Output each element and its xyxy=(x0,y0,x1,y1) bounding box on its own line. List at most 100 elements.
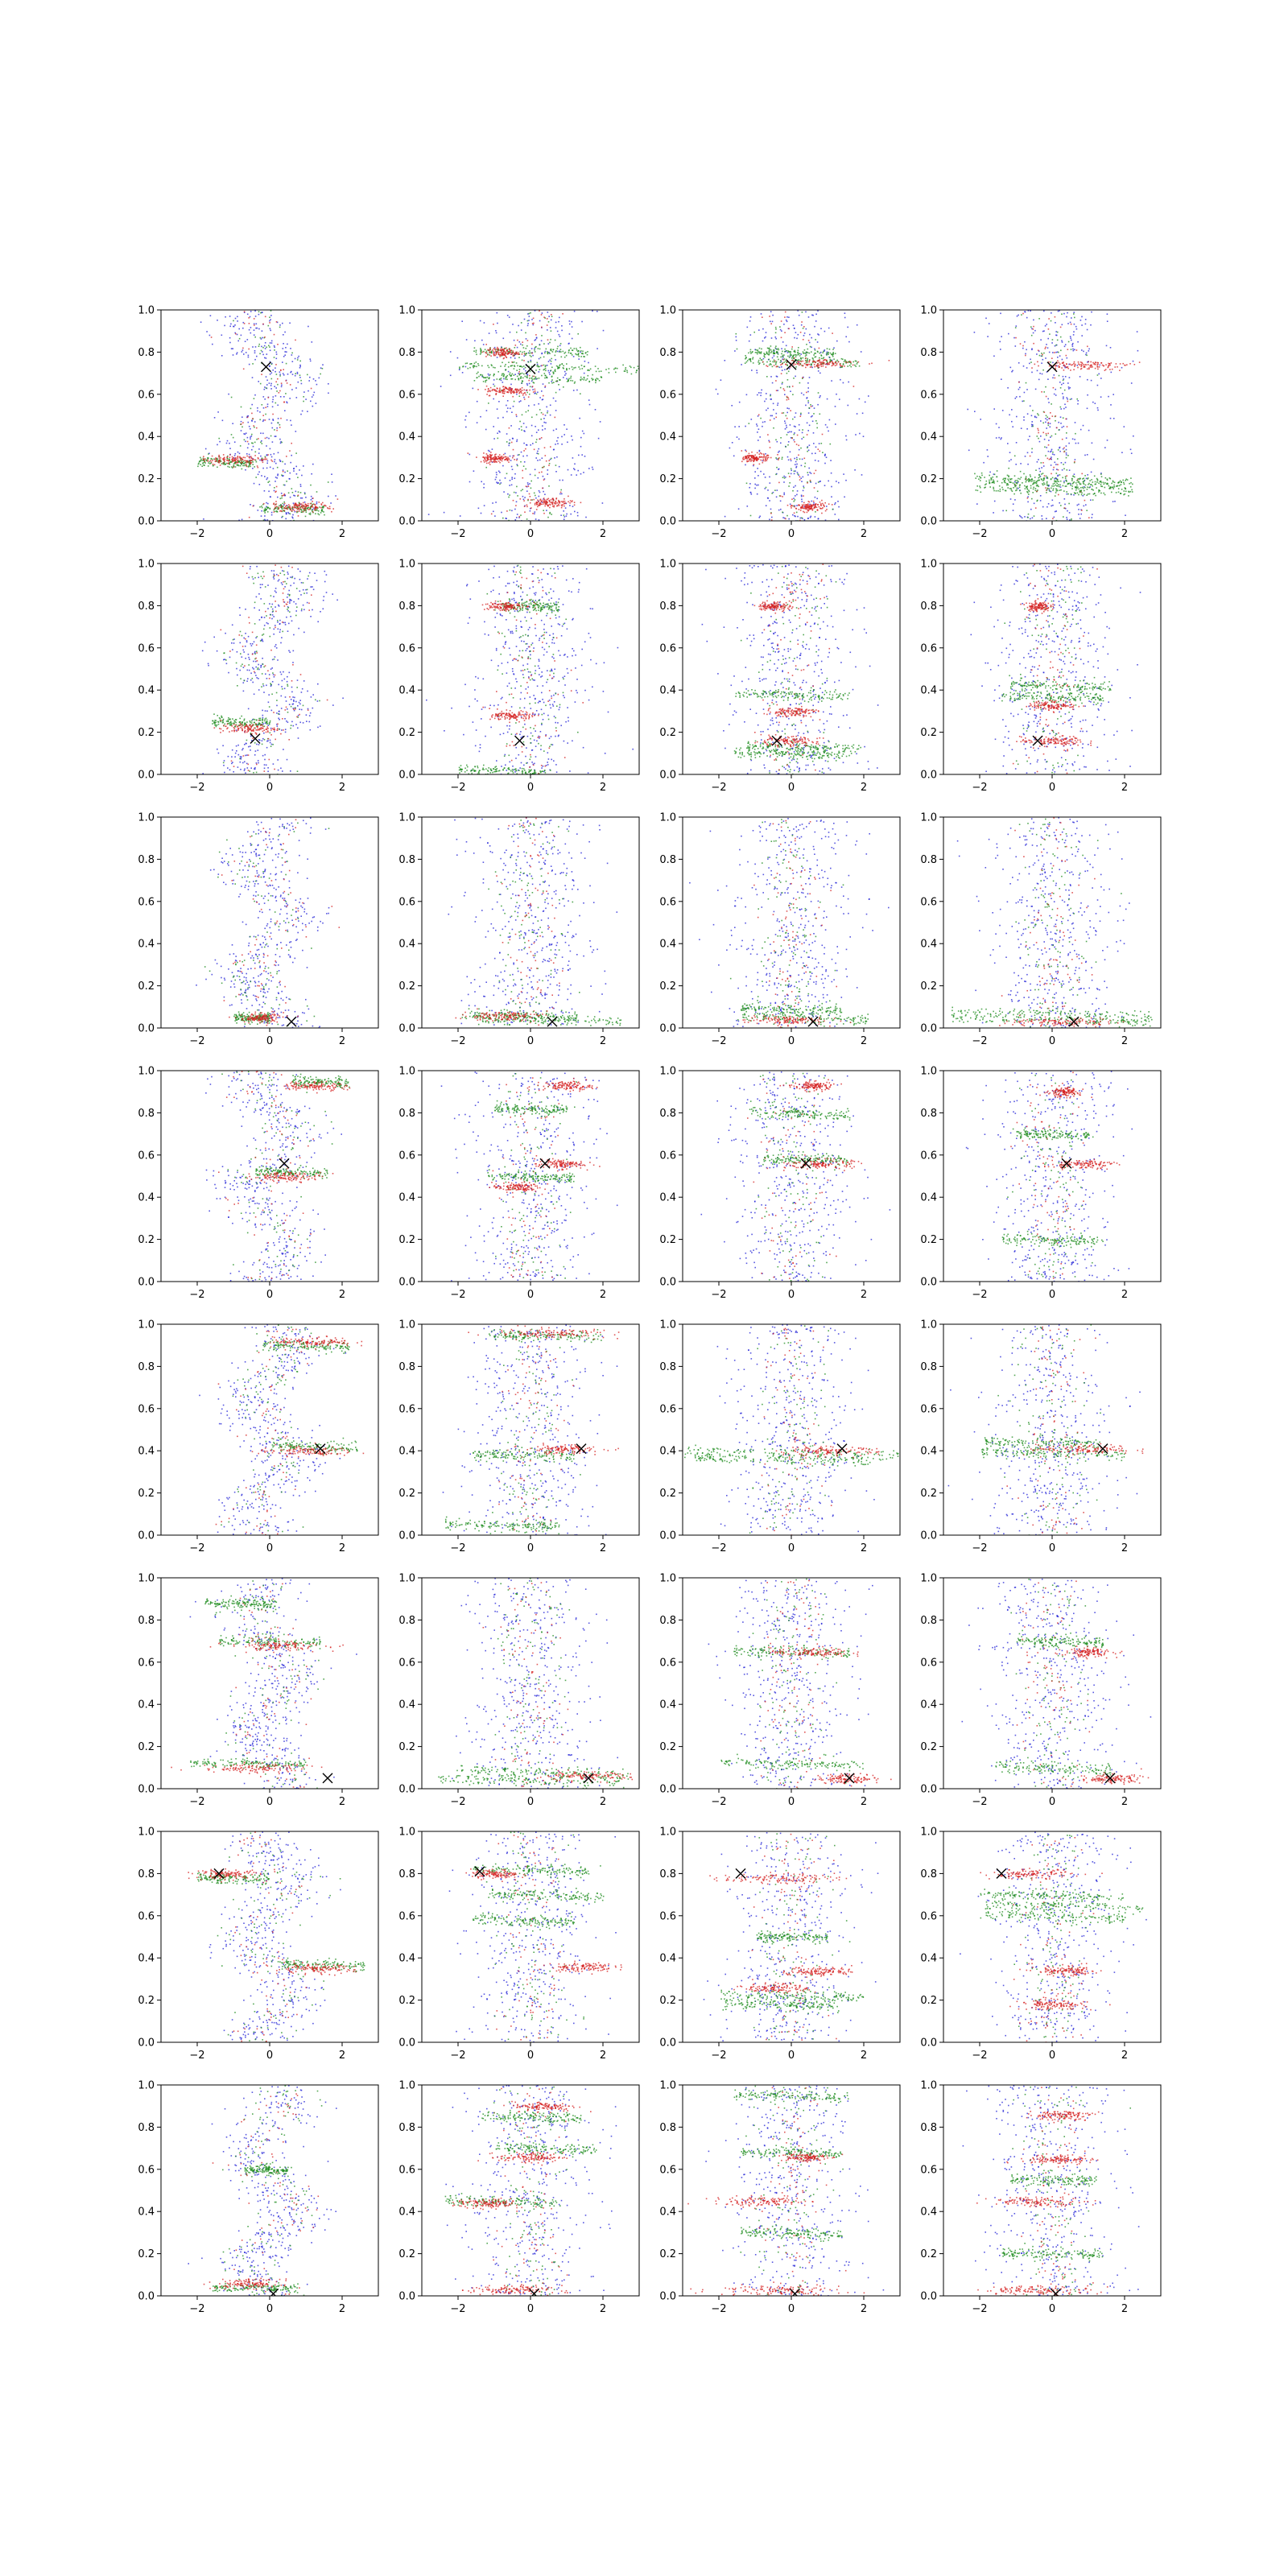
green-point xyxy=(797,473,799,475)
green-point xyxy=(984,477,985,478)
red-point xyxy=(802,507,803,509)
red-point xyxy=(256,427,258,429)
green-point xyxy=(852,361,854,363)
green-point xyxy=(759,362,761,364)
blue-point xyxy=(277,496,279,498)
red-point xyxy=(801,504,803,506)
green-point xyxy=(476,377,478,378)
blue-point xyxy=(561,329,563,332)
red-point xyxy=(1042,431,1044,434)
green-point xyxy=(311,509,313,511)
red-point xyxy=(1046,457,1049,460)
red-point xyxy=(305,508,307,510)
blue-point xyxy=(277,452,279,454)
blue-point xyxy=(1016,315,1018,317)
red-point xyxy=(210,461,213,463)
blue-point xyxy=(1047,423,1049,424)
green-point xyxy=(1088,493,1091,495)
green-point xyxy=(229,460,231,461)
green-point xyxy=(1007,487,1009,489)
red-point xyxy=(286,505,287,506)
blue-point xyxy=(1070,337,1071,339)
green-point xyxy=(787,473,790,474)
blue-point xyxy=(597,311,598,312)
red-point xyxy=(780,336,782,339)
blue-point xyxy=(272,468,275,469)
blue-point xyxy=(1091,517,1093,518)
blue-point xyxy=(555,400,557,402)
green-point xyxy=(801,312,803,313)
green-point xyxy=(540,419,542,420)
green-point xyxy=(266,346,267,349)
green-point xyxy=(568,380,569,382)
red-point xyxy=(541,365,543,366)
green-point xyxy=(976,489,979,492)
green-point xyxy=(303,509,306,510)
blue-point xyxy=(1059,446,1061,448)
blue-point xyxy=(1038,459,1039,460)
green-point xyxy=(571,366,573,368)
blue-point xyxy=(499,431,501,433)
blue-point xyxy=(510,383,512,386)
green-point xyxy=(1016,489,1018,491)
blue-point xyxy=(284,351,286,353)
red-point xyxy=(778,459,779,460)
blue-point xyxy=(795,485,796,487)
green-point xyxy=(252,363,254,365)
blue-point xyxy=(1067,382,1069,384)
green-point xyxy=(1086,494,1088,496)
green-point xyxy=(630,366,632,369)
red-point xyxy=(758,453,761,455)
blue-point xyxy=(270,456,273,458)
green-point xyxy=(1092,485,1093,487)
green-point xyxy=(518,454,520,456)
green-point xyxy=(535,494,536,497)
blue-point xyxy=(775,496,778,498)
green-point xyxy=(1079,491,1081,493)
blue-point xyxy=(811,366,813,369)
red-point xyxy=(820,503,822,505)
green-point xyxy=(577,353,580,355)
blue-point xyxy=(576,389,578,391)
red-point xyxy=(819,360,820,362)
blue-point xyxy=(988,323,990,324)
green-point xyxy=(1035,469,1037,471)
blue-point xyxy=(507,493,509,495)
blue-point xyxy=(784,422,786,424)
green-point xyxy=(999,489,1001,490)
green-point xyxy=(1075,487,1076,489)
blue-point xyxy=(754,471,756,473)
red-point xyxy=(239,460,242,461)
green-point xyxy=(807,447,808,448)
red-point xyxy=(505,352,506,354)
green-point xyxy=(210,457,212,460)
red-point xyxy=(798,364,800,366)
blue-point xyxy=(497,482,499,484)
red-point xyxy=(1025,478,1027,480)
red-point xyxy=(791,386,794,387)
red-point xyxy=(547,502,548,504)
green-point xyxy=(1043,483,1046,485)
green-point xyxy=(771,365,774,368)
red-point xyxy=(798,444,799,447)
blue-point xyxy=(1099,364,1101,366)
red-point xyxy=(504,353,506,356)
green-point xyxy=(1014,327,1017,328)
blue-point xyxy=(731,442,733,444)
red-point xyxy=(568,495,569,497)
blue-point xyxy=(458,369,460,371)
blue-point xyxy=(746,326,749,328)
green-point xyxy=(502,375,505,378)
green-point xyxy=(555,391,557,394)
green-point xyxy=(480,374,481,376)
green-point xyxy=(832,353,834,355)
blue-point xyxy=(248,363,250,365)
green-point xyxy=(543,364,545,366)
blue-point xyxy=(506,433,508,435)
red-point xyxy=(839,364,841,366)
red-point xyxy=(561,501,563,502)
blue-point xyxy=(502,464,504,467)
blue-point xyxy=(1020,516,1022,518)
red-point xyxy=(542,466,544,469)
red-point xyxy=(509,391,511,393)
